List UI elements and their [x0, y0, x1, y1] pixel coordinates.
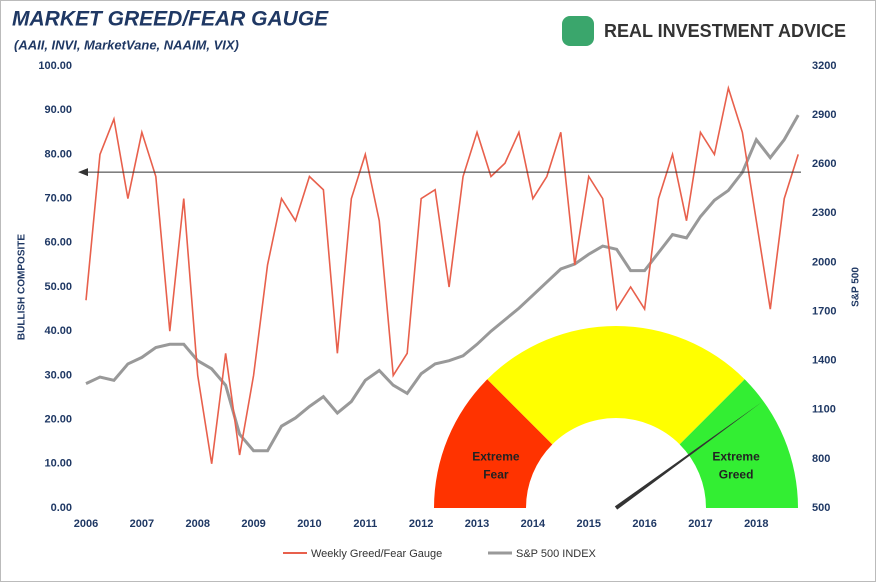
y-tick-label: 20.00	[44, 414, 72, 426]
y2-tick-label: 3200	[812, 60, 836, 72]
x-tick-label: 2006	[74, 518, 98, 530]
gauge-label: Extreme Fear	[472, 449, 520, 481]
gauge-label: Extreme Greed	[712, 449, 760, 481]
y-tick-label: 80.00	[44, 148, 72, 160]
logo-text: REAL INVESTMENT ADVICE	[604, 21, 846, 41]
reference-arrow	[78, 168, 88, 177]
y2-tick-label: 2000	[812, 256, 836, 268]
y-tick-label: 100.00	[38, 60, 72, 72]
y2-tick-label: 1700	[812, 305, 836, 317]
y-tick-label: 40.00	[44, 325, 72, 337]
y-tick-label: 0.00	[51, 502, 72, 514]
x-tick-label: 2016	[632, 518, 656, 530]
gauge-zone	[679, 379, 798, 508]
x-tick-label: 2015	[576, 518, 600, 530]
y2-tick-label: 1100	[812, 404, 836, 416]
series-line	[85, 114, 800, 453]
x-tick-label: 2011	[353, 518, 377, 530]
x-tick-label: 2014	[521, 518, 546, 530]
x-tick-label: 2009	[241, 518, 265, 530]
y2-tick-label: 800	[812, 453, 830, 465]
y2-tick-label: 1400	[812, 355, 836, 367]
y-tick-label: 60.00	[44, 237, 72, 249]
series-line	[85, 84, 799, 464]
y-tick-label: 90.00	[44, 104, 72, 116]
gauge-needle	[614, 402, 762, 510]
y2-tick-label: 2900	[812, 109, 836, 121]
x-tick-label: 2010	[297, 518, 321, 530]
gauge-zone	[434, 379, 553, 508]
y2-tick-label: 2300	[812, 207, 836, 219]
x-tick-label: 2007	[130, 518, 154, 530]
y2-tick-label: 2600	[812, 158, 836, 170]
y2-tick-label: 500	[812, 502, 830, 514]
x-tick-label: 2017	[688, 518, 712, 530]
gauge-zone	[487, 326, 745, 445]
chart-subtitle: (AAII, INVI, MarketVane, NAAIM, VIX)	[14, 37, 239, 52]
chart-title: MARKET GREED/FEAR GAUGE	[12, 8, 329, 31]
y-tick-label: 10.00	[44, 458, 72, 470]
legend-label: Weekly Greed/Fear Gauge	[311, 548, 442, 560]
x-tick-label: 2018	[744, 518, 768, 530]
y-axis-label: BULLISH COMPOSITE	[17, 234, 28, 340]
y-tick-label: 70.00	[44, 193, 72, 205]
x-tick-label: 2012	[409, 518, 433, 530]
x-tick-label: 2013	[465, 518, 489, 530]
legend-label: S&P 500 INDEX	[516, 548, 597, 560]
logo-icon	[562, 16, 594, 46]
y-tick-label: 30.00	[44, 369, 72, 381]
y2-axis-label: S&P 500	[851, 267, 862, 307]
y-tick-label: 50.00	[44, 281, 72, 293]
x-tick-label: 2008	[185, 518, 209, 530]
